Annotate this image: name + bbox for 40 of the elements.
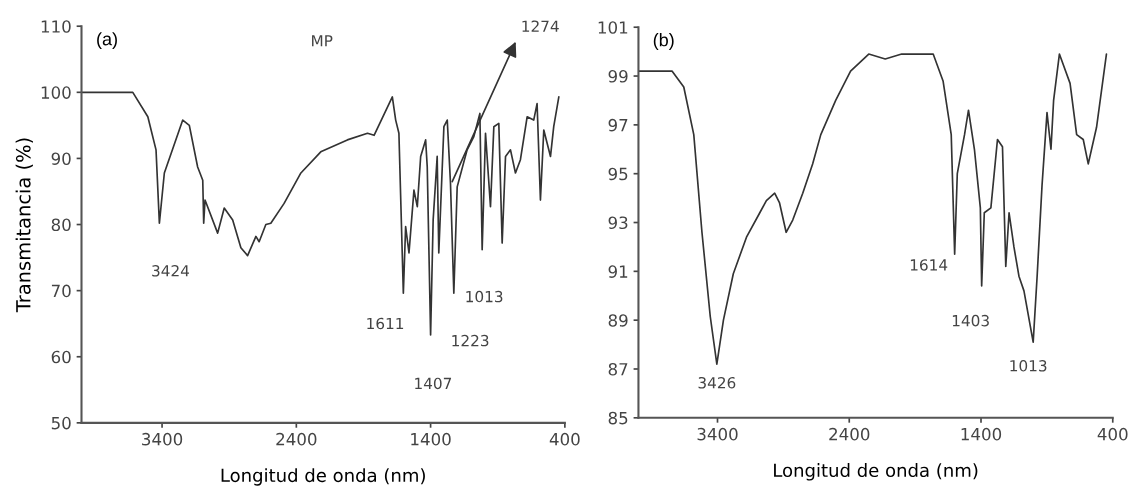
y-tick-label: 50	[51, 416, 71, 430]
y-tick-label: 101	[598, 21, 628, 34]
x-tick-label: 400	[549, 432, 580, 446]
x-tick-label: 1400	[961, 427, 1002, 441]
y-tick-label: 100	[41, 86, 71, 99]
annotation: 1614	[910, 259, 948, 271]
annotation: 1611	[367, 317, 404, 330]
x-axis-title: Longitud de onda (nm)	[774, 463, 978, 481]
y-axis-title: Transmitancia (%)	[15, 138, 33, 313]
annotation: 3426	[698, 376, 736, 389]
x-tick-label: 2400	[829, 427, 870, 441]
y-tick-label: 110	[41, 20, 71, 33]
y-tick-label: 99	[608, 70, 628, 83]
y-tick-label: 80	[51, 218, 71, 232]
x-axis-title: Longitud de onda (nm)	[221, 468, 425, 486]
y-tick-label: 97	[608, 118, 628, 132]
chart-title: (a)	[97, 32, 117, 49]
y-tick-label: 60	[51, 350, 71, 364]
x-tick-label: 1400	[411, 432, 451, 446]
annotation: 1013	[466, 290, 503, 303]
y-tick-label: 87	[608, 362, 628, 376]
y-tick-label: 70	[51, 284, 71, 298]
annotation: 1013	[1010, 360, 1047, 372]
annotation: 1403	[952, 314, 989, 327]
annotation: 1274	[522, 20, 559, 32]
chart-title: (b)	[653, 33, 674, 50]
x-tick-label: 3400	[697, 427, 738, 441]
annotation: MP	[312, 35, 333, 47]
x-tick-label: 3400	[142, 432, 183, 446]
y-tick-label: 93	[608, 216, 628, 230]
annotation: 1223	[452, 334, 489, 347]
annotation: 3424	[152, 265, 190, 277]
y-tick-label: 95	[608, 167, 628, 181]
y-tick-label: 91	[608, 265, 628, 278]
y-tick-label: 89	[608, 314, 628, 327]
y-tick-label: 85	[608, 411, 628, 425]
annotation: 1407	[415, 377, 452, 390]
x-tick-label: 2400	[276, 432, 317, 446]
x-tick-label: 400	[1097, 427, 1128, 441]
y-tick-label: 90	[51, 152, 71, 165]
